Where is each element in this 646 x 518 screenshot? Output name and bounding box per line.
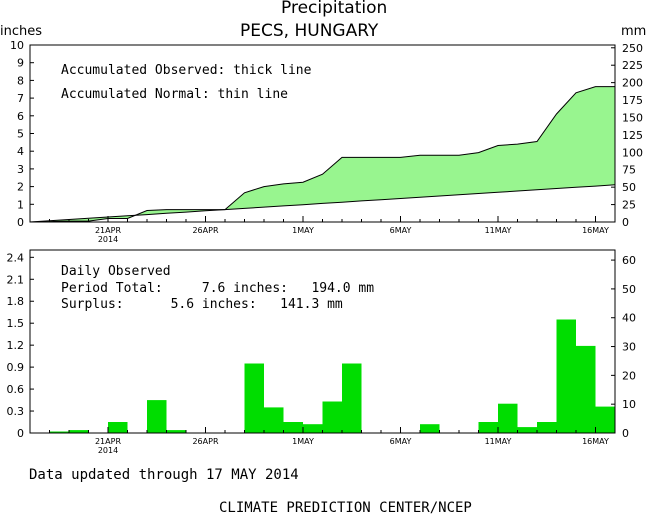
- annotation-surplus: Surplus: 5.6 inches: 141.3 mm: [61, 297, 343, 312]
- annotation-period-total: Period Total: 7.6 inches: 194.0 mm: [61, 281, 375, 296]
- daily-year-label: 2014: [98, 446, 118, 455]
- daily-bar: [498, 403, 518, 433]
- acc-y-left-label: 7: [17, 92, 24, 105]
- acc-x-tick-label: 6MAY: [390, 226, 412, 235]
- daily-bar: [478, 422, 498, 433]
- acc-y-left-label: 9: [17, 57, 24, 70]
- acc-y-right-label: 125: [622, 129, 643, 142]
- credit-footer: CLIMATE PREDICTION CENTER/NCEP: [219, 500, 472, 516]
- annotation-daily: Daily Observed: [61, 264, 171, 279]
- daily-bar: [517, 427, 537, 433]
- daily-bar: [322, 401, 342, 433]
- accumulated-surplus-area: [30, 86, 615, 222]
- daily-x-tick-label: 6MAY: [390, 437, 412, 446]
- acc-y-right-label: 50: [622, 181, 636, 194]
- annotation-normal: Accumulated Normal: thin line: [61, 87, 288, 102]
- daily-y-left-label: 1.2: [7, 339, 25, 352]
- acc-x-tick-label: 11MAY: [485, 226, 512, 235]
- chart-title: Precipitation: [281, 0, 388, 18]
- daily-bar: [108, 422, 128, 433]
- acc-y-right-label: 200: [622, 77, 643, 90]
- acc-y-left-label: 5: [17, 128, 24, 141]
- daily-y-right-label: 20: [622, 369, 636, 382]
- acc-y-right-label: 250: [622, 42, 643, 55]
- daily-bar: [283, 422, 303, 433]
- acc-y-right-label: 75: [622, 164, 636, 177]
- left-unit-label: inches: [0, 24, 43, 39]
- acc-y-right-label: 150: [622, 111, 643, 124]
- acc-y-left-label: 8: [17, 74, 24, 87]
- daily-x-tick-label: 26APR: [192, 437, 218, 446]
- acc-y-right-label: 0: [622, 216, 629, 229]
- acc-y-left-label: 6: [17, 110, 24, 123]
- acc-y-left-label: 10: [10, 39, 24, 52]
- acc-y-left-label: 0: [17, 216, 24, 229]
- daily-bar: [576, 345, 596, 433]
- annotation-observed: Accumulated Observed: thick line: [61, 63, 312, 78]
- daily-y-left-label: 2.4: [7, 251, 25, 264]
- daily-y-right-label: 10: [622, 398, 636, 411]
- acc-y-left-label: 1: [17, 198, 24, 211]
- daily-bar: [303, 424, 323, 433]
- daily-bar: [537, 422, 557, 433]
- daily-bar: [342, 363, 362, 433]
- daily-y-right-label: 0: [622, 427, 629, 440]
- acc-y-left-label: 3: [17, 163, 24, 176]
- acc-y-right-label: 175: [622, 94, 643, 107]
- accumulated-observed-line: [29, 86, 615, 223]
- daily-y-right-label: 50: [622, 283, 636, 296]
- daily-y-left-label: 1.8: [7, 295, 25, 308]
- daily-bar: [69, 430, 89, 433]
- acc-x-tick-label: 21APR: [95, 226, 121, 235]
- acc-x-tick-label: 26APR: [192, 226, 218, 235]
- acc-x-tick-label: 16MAY: [582, 226, 609, 235]
- daily-x-tick-label: 11MAY: [485, 437, 512, 446]
- data-updated-note: Data updated through 17 MAY 2014: [29, 467, 299, 483]
- daily-x-tick-label: 21APR: [95, 437, 121, 446]
- daily-y-left-label: 1.5: [7, 317, 25, 330]
- daily-y-right-label: 30: [622, 341, 636, 354]
- daily-x-tick-label: 16MAY: [582, 437, 609, 446]
- accumulated-normal-line: [29, 184, 616, 223]
- daily-bar: [595, 406, 615, 433]
- daily-y-right-label: 40: [622, 312, 636, 325]
- daily-y-left-label: 0: [17, 427, 24, 440]
- acc-y-left-label: 2: [17, 181, 24, 194]
- acc-x-tick-label: 1MAY: [292, 226, 314, 235]
- daily-y-right-label: 60: [622, 254, 636, 267]
- acc-y-right-label: 100: [622, 146, 643, 159]
- acc-y-right-label: 25: [622, 199, 636, 212]
- acc-year-label: 2014: [98, 235, 118, 244]
- daily-y-left-label: 0.3: [7, 405, 25, 418]
- daily-bar: [264, 407, 284, 433]
- daily-y-left-label: 0.9: [7, 361, 25, 374]
- chart-location: PECS, HUNGARY: [240, 21, 379, 41]
- daily-bar: [166, 430, 186, 433]
- daily-bar: [244, 363, 264, 433]
- daily-bar: [49, 431, 69, 433]
- daily-bar: [556, 319, 576, 433]
- daily-bar: [420, 424, 440, 433]
- acc-y-right-label: 225: [622, 59, 643, 72]
- daily-y-left-label: 2.1: [7, 273, 25, 286]
- acc-y-left-label: 4: [17, 145, 24, 158]
- daily-x-tick-label: 1MAY: [292, 437, 314, 446]
- daily-bar: [147, 400, 167, 433]
- right-unit-label: mm: [621, 24, 646, 39]
- daily-y-left-label: 0.6: [7, 383, 25, 396]
